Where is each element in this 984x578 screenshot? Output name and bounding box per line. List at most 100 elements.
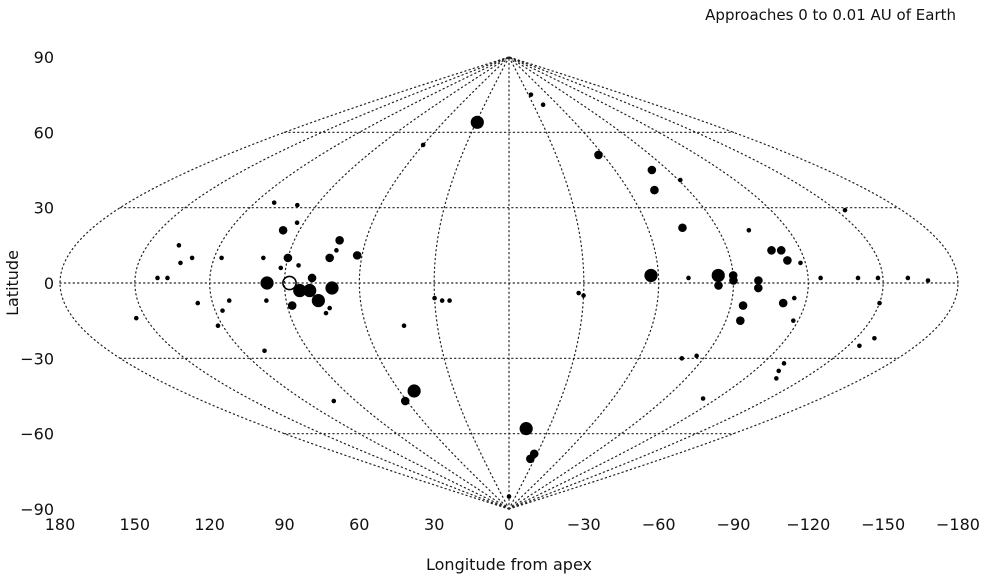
data-point bbox=[283, 253, 293, 263]
data-point bbox=[857, 343, 862, 349]
data-point bbox=[855, 275, 861, 281]
data-point bbox=[323, 310, 329, 316]
data-point bbox=[401, 323, 407, 328]
data-point bbox=[644, 268, 658, 283]
data-point bbox=[694, 353, 699, 359]
data-point bbox=[189, 255, 195, 261]
data-point bbox=[791, 295, 797, 301]
data-point bbox=[647, 165, 657, 175]
y-tick-label: 60 bbox=[34, 123, 54, 142]
data-point bbox=[736, 316, 745, 325]
data-point bbox=[331, 398, 337, 404]
data-point bbox=[226, 298, 232, 303]
data-point bbox=[311, 293, 325, 308]
data-point bbox=[352, 251, 362, 260]
data-point bbox=[327, 305, 332, 311]
x-tick-label: 90 bbox=[274, 515, 294, 534]
data-point bbox=[753, 283, 763, 293]
data-point bbox=[818, 275, 823, 281]
data-point bbox=[271, 200, 277, 205]
data-point bbox=[540, 102, 546, 108]
x-tick-label: −120 bbox=[786, 515, 830, 534]
data-point bbox=[264, 298, 269, 303]
data-point bbox=[506, 494, 512, 499]
data-point bbox=[303, 283, 317, 298]
y-tick-label: 0 bbox=[44, 274, 54, 293]
data-point bbox=[678, 223, 687, 233]
data-point bbox=[334, 248, 339, 253]
data-point bbox=[278, 225, 288, 235]
data-point bbox=[262, 348, 267, 354]
data-point bbox=[877, 300, 882, 306]
data-point bbox=[576, 290, 581, 296]
data-point bbox=[711, 268, 725, 283]
data-point bbox=[176, 243, 182, 248]
data-point bbox=[400, 396, 410, 406]
x-axis-label: Longitude from apex bbox=[426, 555, 592, 574]
data-point bbox=[439, 298, 445, 303]
data-point bbox=[783, 256, 792, 265]
data-point bbox=[432, 295, 437, 301]
data-point bbox=[335, 236, 344, 245]
data-point bbox=[529, 449, 539, 459]
data-point bbox=[776, 368, 782, 374]
data-point bbox=[296, 263, 301, 268]
data-point bbox=[220, 308, 225, 313]
data-point bbox=[925, 278, 931, 283]
data-point bbox=[650, 185, 659, 195]
data-point bbox=[778, 298, 788, 308]
data-points bbox=[133, 92, 931, 499]
x-tick-label: −90 bbox=[717, 515, 751, 534]
x-tick-label: 60 bbox=[349, 515, 369, 534]
data-point bbox=[754, 276, 763, 285]
grid-meridian bbox=[433, 56, 510, 510]
data-point bbox=[325, 281, 339, 295]
data-point bbox=[420, 142, 426, 148]
data-point bbox=[293, 283, 307, 298]
chart-title: Approaches 0 to 0.01 AU of Earth bbox=[705, 6, 956, 24]
y-tick-labels: 90 60 30 0 −30 −60 −90 bbox=[20, 48, 54, 519]
data-point bbox=[875, 275, 881, 281]
data-point bbox=[165, 275, 170, 281]
data-point bbox=[294, 220, 300, 226]
data-point bbox=[781, 361, 787, 366]
data-point bbox=[746, 227, 752, 233]
x-tick-label: −30 bbox=[567, 515, 601, 534]
data-point bbox=[700, 396, 706, 401]
data-point bbox=[872, 335, 877, 341]
data-point bbox=[519, 422, 533, 436]
data-point bbox=[133, 315, 139, 321]
data-point bbox=[178, 260, 183, 266]
x-tick-labels: 180 150 120 90 60 30 0 −30 −60 −90 −120 −150 −180 bbox=[45, 515, 980, 534]
data-point bbox=[774, 376, 779, 381]
y-tick-label: −90 bbox=[20, 500, 54, 519]
data-point bbox=[155, 275, 160, 281]
data-point bbox=[581, 293, 586, 298]
y-tick-label: −30 bbox=[20, 349, 54, 368]
data-point bbox=[261, 255, 266, 261]
graticule bbox=[59, 56, 959, 510]
data-point bbox=[678, 177, 683, 183]
y-tick-label: 90 bbox=[34, 48, 54, 67]
data-point bbox=[842, 207, 848, 213]
data-point bbox=[905, 275, 911, 281]
data-point bbox=[307, 273, 317, 283]
data-point bbox=[195, 300, 201, 306]
x-tick-label: 120 bbox=[194, 515, 225, 534]
data-point bbox=[528, 92, 534, 97]
data-point bbox=[729, 276, 738, 285]
data-point bbox=[738, 301, 748, 310]
data-point bbox=[798, 260, 803, 266]
data-point bbox=[791, 318, 796, 323]
x-tick-label: −150 bbox=[861, 515, 905, 534]
data-point bbox=[325, 253, 334, 263]
data-point bbox=[295, 202, 300, 208]
data-point bbox=[686, 275, 691, 281]
x-tick-label: 30 bbox=[424, 515, 444, 534]
y-tick-label: 30 bbox=[34, 199, 54, 218]
data-point bbox=[278, 265, 284, 271]
x-tick-label: 150 bbox=[120, 515, 151, 534]
x-tick-label: 0 bbox=[504, 515, 514, 534]
data-point bbox=[407, 384, 421, 398]
